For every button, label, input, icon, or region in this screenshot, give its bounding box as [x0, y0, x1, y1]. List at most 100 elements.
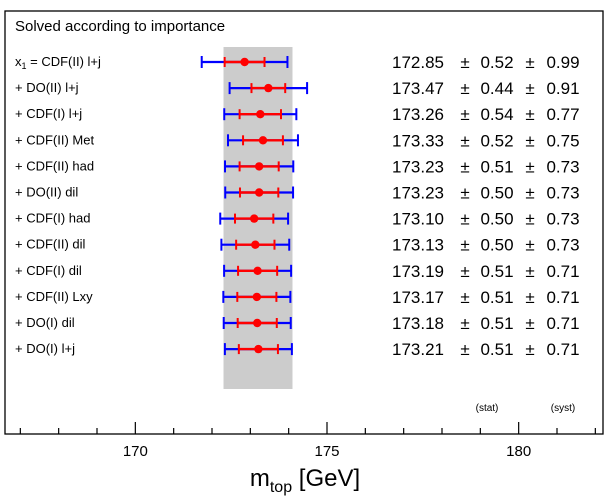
central-value-marker	[254, 344, 263, 354]
syst-uncertainty: 0.73	[546, 236, 579, 255]
x-tick-label: 170	[123, 443, 148, 460]
row-label: + CDF(II) Met	[15, 132, 94, 147]
central-value: 173.47	[392, 79, 444, 98]
x-tick-label: 180	[506, 443, 531, 460]
row-label: + DO(II) dil	[15, 185, 78, 200]
central-value-marker	[249, 214, 259, 223]
x-tick-label: 175	[314, 443, 339, 460]
x-axis-label-unit: [GeV]	[292, 465, 360, 492]
stat-uncertainty: 0.50	[480, 184, 513, 203]
central-value: 173.10	[392, 210, 444, 229]
syst-uncertainty: 0.71	[546, 262, 579, 281]
syst-uncertainty: 0.71	[546, 288, 579, 307]
central-value: 173.33	[392, 131, 444, 150]
stat-uncertainty: 0.50	[480, 210, 513, 229]
central-value: 173.19	[392, 262, 444, 281]
stat-uncertainty: 0.50	[480, 236, 513, 255]
row-label-subscript: 1	[22, 61, 27, 71]
central-value-marker	[254, 162, 264, 171]
plus-minus-sign: ±	[525, 340, 534, 359]
plus-minus-sign: ±	[525, 53, 534, 72]
central-value: 173.26	[392, 105, 444, 124]
plus-minus-sign: ±	[525, 210, 534, 229]
stat-uncertainty: 0.51	[480, 288, 513, 307]
central-value: 173.21	[392, 340, 444, 359]
x-axis-ticks: 170 175 180	[19, 422, 596, 460]
stat-uncertainty: 0.44	[480, 79, 513, 98]
syst-uncertainty: 0.91	[546, 79, 579, 98]
stat-uncertainty: 0.54	[480, 105, 513, 124]
chart-title: Solved according to importance	[15, 18, 225, 35]
plot-frame	[4, 10, 604, 435]
measurement-row: + CDF(II) had 173.23 ±0.51 ±0.73	[15, 157, 580, 176]
plus-minus-sign: ±	[460, 210, 469, 229]
central-value-marker	[253, 318, 262, 328]
stat-uncertainty: 0.52	[480, 53, 513, 72]
plus-minus-sign: ±	[525, 288, 534, 307]
stat-uncertainty: 0.51	[480, 314, 513, 333]
plus-minus-sign: ±	[525, 157, 534, 176]
central-value-marker	[264, 83, 273, 93]
row-label-prefix: x	[15, 54, 22, 69]
syst-uncertainty: 0.73	[546, 157, 579, 176]
x-axis-label: mtop [GeV]	[250, 465, 360, 496]
stat-uncertainty: 0.51	[480, 157, 513, 176]
measurement-row: + CDF(II) Lxy 173.17 ±0.51 ±0.71	[15, 288, 580, 307]
row-label: + CDF(II) dil	[15, 237, 86, 252]
syst-uncertainty: 0.73	[546, 184, 579, 203]
plus-minus-sign: ±	[525, 184, 534, 203]
plus-minus-sign: ±	[460, 236, 469, 255]
plus-minus-sign: ±	[525, 105, 534, 124]
central-value: 173.17	[392, 288, 444, 307]
central-value: 173.18	[392, 314, 444, 333]
plus-minus-sign: ±	[525, 314, 534, 333]
measurement-row: + CDF(II) Met 173.33 ±0.52 ±0.75	[15, 131, 580, 150]
syst-uncertainty: 0.73	[546, 210, 579, 229]
measurement-row: + CDF(I) dil 173.19 ±0.51 ±0.71	[15, 262, 580, 281]
row-label: + CDF(I) dil	[15, 263, 82, 278]
row-label: x1 = CDF(II) l+j	[15, 54, 101, 71]
central-value-marker	[256, 110, 265, 119]
central-value-marker	[252, 292, 262, 302]
measurement-row: + CDF(I) had 173.10 ±0.50 ±0.73	[15, 210, 580, 229]
plus-minus-sign: ±	[525, 79, 534, 98]
syst-uncertainty: 0.75	[546, 131, 579, 150]
measurement-row: + CDF(II) dil 173.13 ±0.50 ±0.73	[15, 236, 580, 255]
plus-minus-sign: ±	[460, 288, 469, 307]
row-label: + CDF(I) had	[15, 211, 91, 226]
measurement-rows: x1 = CDF(II) l+j 172.85 ±0.52 ±0.99 + DO(II)…	[15, 53, 580, 359]
central-value-marker	[254, 188, 264, 197]
measurement-row: + CDF(I) l+j 173.26 ±0.54 ±0.77	[15, 105, 580, 124]
stat-uncertainty: 0.52	[480, 131, 513, 150]
row-label: + CDF(I) l+j	[15, 106, 82, 121]
central-value: 172.85	[392, 53, 444, 72]
stat-uncertainty: 0.51	[480, 340, 513, 359]
measurement-row: x1 = CDF(II) l+j 172.85 ±0.52 ±0.99	[15, 53, 580, 72]
measurement-row: + DO(I) dil 173.18 ±0.51 ±0.71	[15, 314, 580, 333]
plus-minus-sign: ±	[525, 236, 534, 255]
plus-minus-sign: ±	[525, 262, 534, 281]
central-value-marker	[258, 136, 268, 145]
plus-minus-sign: ±	[460, 314, 469, 333]
central-value: 173.13	[392, 236, 444, 255]
syst-uncertainty: 0.99	[546, 53, 579, 72]
stat-uncertainty: 0.51	[480, 262, 513, 281]
central-value: 173.23	[392, 157, 444, 176]
plus-minus-sign: ±	[460, 262, 469, 281]
measurement-row: + DO(II) dil 173.23 ±0.50 ±0.73	[15, 184, 580, 203]
central-value-marker	[251, 240, 260, 249]
central-value-marker	[240, 57, 249, 67]
measurement-row: + DO(I) l+j 173.21 ±0.51 ±0.71	[15, 340, 580, 359]
central-value-marker	[253, 266, 262, 275]
syst-uncertainty: 0.71	[546, 314, 579, 333]
central-value: 173.23	[392, 184, 444, 203]
x-axis-label-main: m	[250, 465, 270, 492]
plus-minus-sign: ±	[460, 105, 469, 124]
plus-minus-sign: ±	[460, 184, 469, 203]
x-axis-label-sub: top	[270, 479, 292, 496]
plus-minus-sign: ±	[460, 131, 469, 150]
row-label: + DO(I) l+j	[15, 341, 75, 356]
stat-column-label: (stat)	[476, 403, 499, 414]
row-label-rest: = CDF(II) l+j	[27, 54, 102, 69]
